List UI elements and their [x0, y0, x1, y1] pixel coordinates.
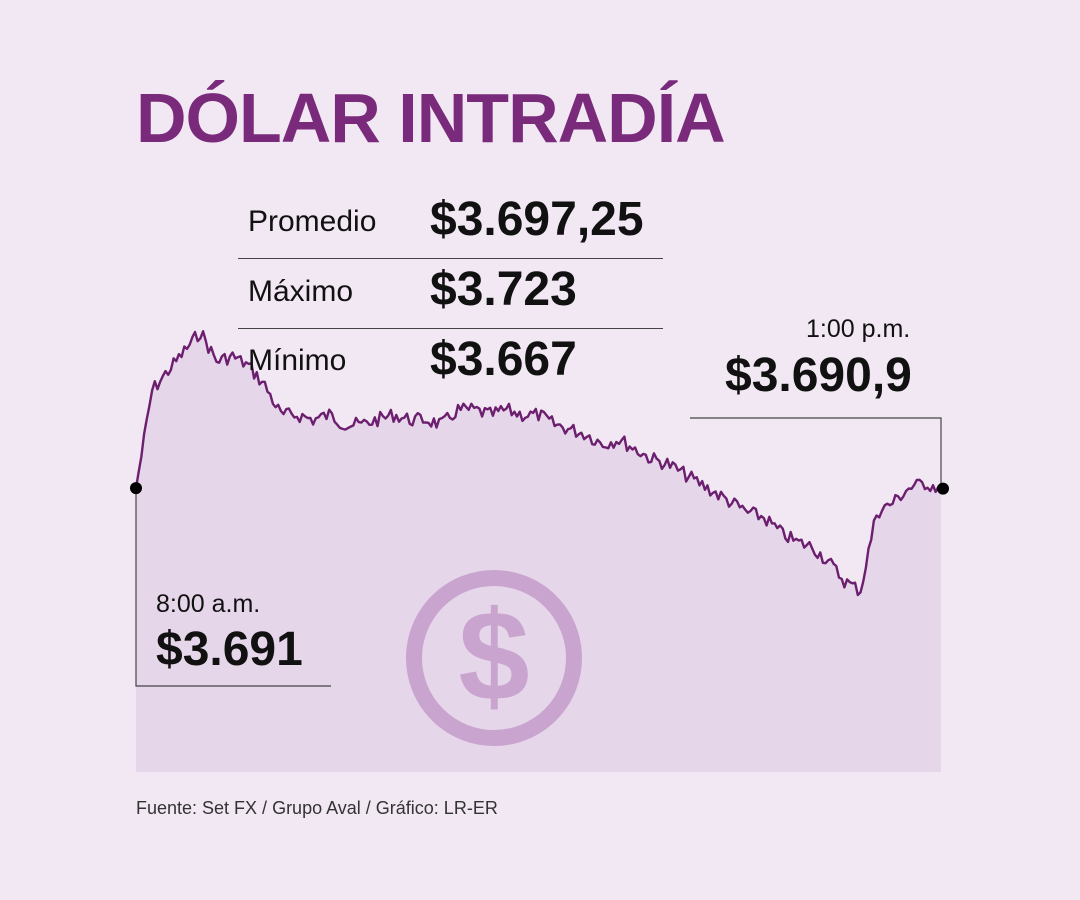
stat-label-minimum: Mínimo: [248, 344, 347, 377]
stat-value-minimum: $3.667: [430, 333, 577, 386]
stat-value-maximum: $3.723: [430, 263, 577, 316]
end-point-marker: [937, 482, 949, 495]
stat-value-average: $3.697,25: [430, 193, 644, 246]
stats-divider: [238, 328, 663, 329]
stat-label-maximum: Máximo: [248, 275, 354, 308]
end-value-label: $3.690,9: [725, 349, 912, 402]
start-time-label: 8:00 a.m.: [156, 590, 261, 618]
stats-divider: [238, 258, 663, 259]
stat-label-average: Promedio: [248, 205, 377, 238]
dollar-coin-icon: $: [406, 570, 582, 746]
start-value-label: $3.691: [156, 623, 303, 676]
start-point-marker: [130, 482, 142, 495]
end-leader-line: [690, 417, 942, 489]
price-line: [134, 330, 942, 597]
end-time-label: 1:00 p.m.: [806, 315, 911, 343]
start-leader-line: [135, 488, 331, 687]
area-fill: [136, 331, 941, 772]
source-note: Fuente: Set FX / Grupo Aval / Gráfico: L…: [136, 798, 498, 818]
page-title: DÓLAR INTRADÍA: [136, 79, 726, 157]
svg-text:$: $: [458, 585, 529, 728]
